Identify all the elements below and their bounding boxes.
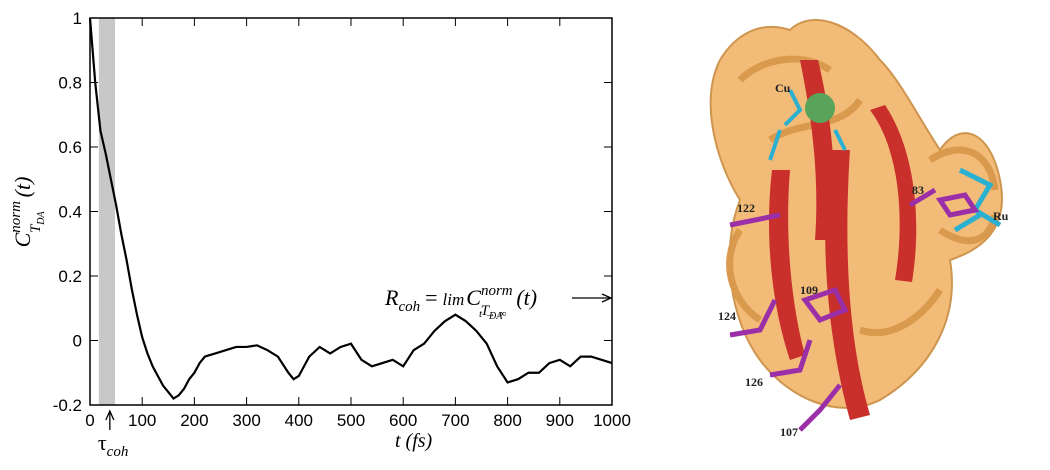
annotation: Rcoh = limCnorm TDA (t) xyxy=(384,283,537,322)
y-tick-label: 0.4 xyxy=(58,203,82,222)
tau-arrow-head xyxy=(105,409,115,421)
x-tick-label: 300 xyxy=(232,411,260,430)
ann-lhs: R xyxy=(384,285,399,310)
image-label: 109 xyxy=(800,283,818,297)
data-line xyxy=(88,17,613,400)
y-tick-label: 0 xyxy=(73,332,82,351)
image-label: 126 xyxy=(745,375,763,389)
y-label-sup: norm xyxy=(8,201,24,233)
x-tick-label: 1000 xyxy=(593,411,631,430)
tau-subscript: coh xyxy=(107,444,129,460)
x-tick-label: 700 xyxy=(441,411,469,430)
y-tick-label: 0.8 xyxy=(58,74,82,93)
x-axis-label: t (fs) xyxy=(395,430,433,452)
protein-image: Cu Ru 122 83 109 124 126 107 xyxy=(709,19,1009,439)
ann-arg: (t) xyxy=(516,285,537,310)
plot-frame xyxy=(89,17,613,406)
x-tick-label: 800 xyxy=(493,411,521,430)
annotation-arrow xyxy=(572,293,613,303)
x-tick-label: 200 xyxy=(180,411,208,430)
y-label-base: C xyxy=(10,232,35,247)
y-tick-label: -0.2 xyxy=(53,396,82,415)
image-label: 107 xyxy=(780,425,798,439)
ann-sup: norm xyxy=(481,283,513,299)
y-label-subsub: DA xyxy=(36,210,47,225)
image-label: Ru xyxy=(993,209,1009,223)
y-label-sub: T xyxy=(28,223,44,233)
ann-sub: T xyxy=(481,303,491,319)
x-tick-label: 500 xyxy=(337,411,365,430)
y-axis-label: Cnorm TDA(t) xyxy=(8,177,47,248)
x-tick-label: 400 xyxy=(285,411,313,430)
image-label: Cu xyxy=(775,81,791,95)
ann-lhs-sub: coh xyxy=(398,299,420,315)
tau-symbol: τ xyxy=(98,430,107,455)
shaded-region xyxy=(98,18,116,405)
image-label: 124 xyxy=(718,309,736,323)
image-label: 122 xyxy=(737,201,755,215)
x-tick-label: 100 xyxy=(128,411,156,430)
plot: 0 100 200 300 400 500 600 700 800 900 1000-0.200.2… xyxy=(53,9,631,460)
ann-base: C xyxy=(466,285,481,310)
x-tick-label: 600 xyxy=(389,411,417,430)
ann-equals: = xyxy=(425,285,437,310)
y-tick-label: 1 xyxy=(73,9,82,28)
y-tick-label: 0.2 xyxy=(58,267,82,286)
annotation-lim-sub: t → ∞ xyxy=(479,308,507,320)
ann-lim: lim xyxy=(443,290,465,309)
x-tick-label: 0 xyxy=(85,411,94,430)
ann-subsub: DA xyxy=(488,311,503,322)
y-tick-label: 0.6 xyxy=(58,138,82,157)
x-tick-label: 900 xyxy=(546,411,574,430)
tau-label: τcoh xyxy=(98,430,129,460)
image-label: 83 xyxy=(912,183,924,197)
y-label-arg: (t) xyxy=(10,177,35,198)
